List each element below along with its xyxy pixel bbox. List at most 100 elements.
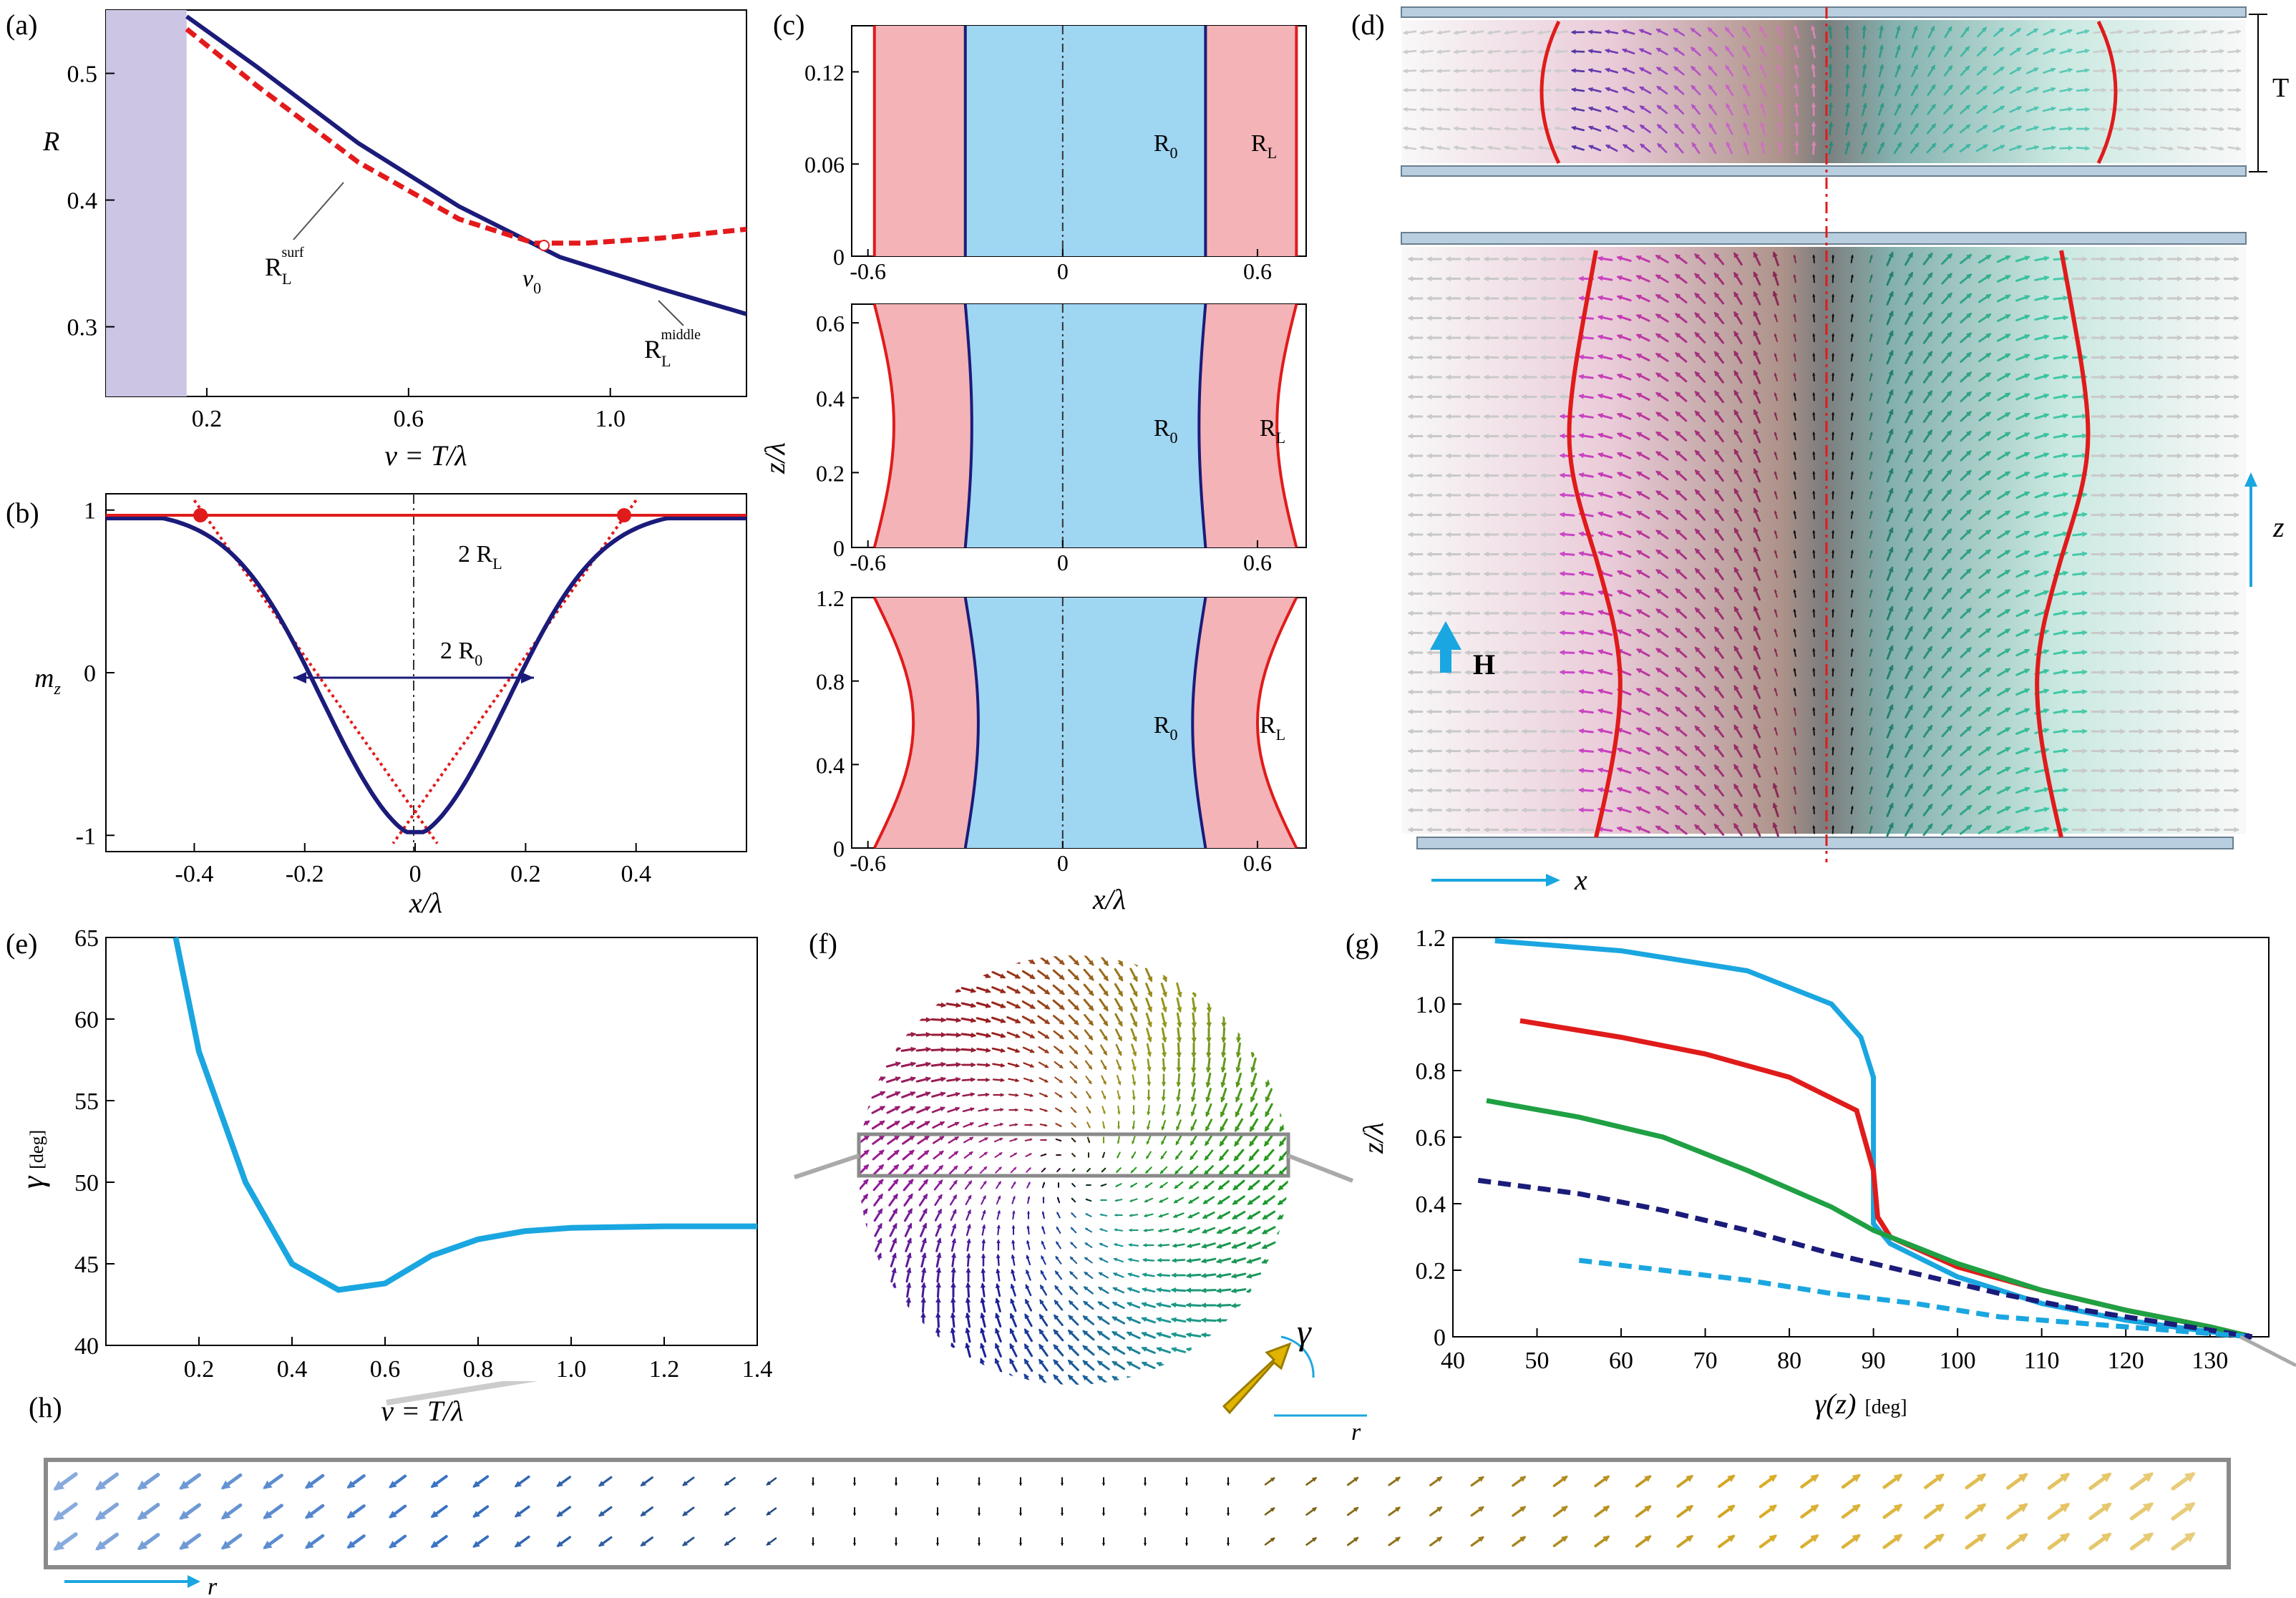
field-arrow-head — [1559, 590, 1565, 596]
field-arrow-head — [1426, 492, 1432, 498]
field-arrow-head — [1845, 102, 1850, 108]
field-arrow-head — [1966, 824, 1972, 830]
field-arrow-head — [1832, 805, 1835, 809]
field-arrow-head — [1559, 748, 1565, 754]
field-arrow-head — [1502, 807, 1508, 813]
field-arrow-head — [2158, 433, 2164, 439]
field-arrow-head — [1540, 532, 1546, 537]
disk-arrow — [859, 1223, 867, 1237]
field-arrow-head — [2082, 827, 2088, 833]
field-arrow-head — [2082, 354, 2088, 361]
field-arrow-head — [2101, 689, 2107, 695]
field-arrow-head — [1733, 625, 1739, 632]
field-arrow-head — [1832, 726, 1835, 730]
field-arrow-head — [2101, 748, 2107, 754]
disk-arrow-head — [1084, 1271, 1089, 1276]
field-arrow-head — [1828, 82, 1833, 88]
field-arrow-head — [1794, 25, 1799, 31]
disk-arrow-head — [981, 1224, 986, 1229]
disk-arrow-head — [1247, 1184, 1254, 1191]
field-arrow-head — [2101, 374, 2107, 380]
field-arrow-head — [2084, 29, 2090, 34]
field-arrow-head — [1636, 550, 1643, 555]
disk-arrow-head — [1029, 1003, 1036, 1009]
disk-arrow-head — [906, 1252, 912, 1259]
field-arrow-head — [2215, 610, 2221, 616]
field-arrow-head — [1616, 747, 1623, 753]
two-r0-arrowhead-left — [293, 672, 306, 683]
field-arrow-head — [1850, 471, 1854, 474]
field-arrow-head — [1913, 44, 1918, 51]
field-arrow-head — [1587, 68, 1593, 73]
field-arrow-head — [2177, 374, 2183, 380]
disk-arrow-head — [1233, 1155, 1240, 1161]
disk-arrow-head — [1155, 1302, 1162, 1307]
disk-arrow-head — [935, 1297, 941, 1302]
disk-arrow-head — [1205, 1096, 1211, 1103]
field-arrow-head — [1540, 315, 1546, 321]
field-arrow-head — [2120, 590, 2126, 597]
disk-arrow-head — [965, 1297, 971, 1303]
field-arrow-head — [1832, 333, 1835, 336]
field-arrow-head — [1694, 706, 1701, 712]
field-arrow-head — [1622, 144, 1628, 149]
field-arrow-head — [2051, 67, 2056, 72]
field-arrow-head — [1725, 45, 1730, 52]
field-arrow-head — [1402, 107, 1408, 112]
field-arrow-head — [1793, 471, 1796, 474]
panel-a-ylabel: R — [42, 127, 59, 157]
field-arrow-head — [1578, 276, 1584, 282]
field-arrow-head — [2202, 107, 2208, 112]
field-arrow-head — [2186, 49, 2192, 54]
disk-arrow-head — [980, 1297, 986, 1303]
field-arrow-head — [1635, 314, 1642, 320]
disk-arrow — [1129, 955, 1138, 967]
field-arrow-head — [1724, 26, 1730, 32]
field-arrow-head — [1597, 492, 1604, 497]
field-arrow-head — [2005, 786, 2011, 792]
field-arrow-head — [1832, 274, 1835, 278]
disk-arrow — [1277, 1226, 1288, 1234]
field-arrow-head — [2005, 294, 2011, 300]
field-arrow-head — [2236, 68, 2242, 74]
field-arrow-head — [1559, 276, 1565, 282]
field-arrow-head — [1812, 746, 1816, 750]
field-arrow-head — [2101, 453, 2107, 459]
field-arrow-head — [1713, 292, 1720, 298]
disk-arrow-head — [1088, 975, 1094, 981]
disk-arrow-head — [925, 1046, 932, 1053]
field-arrow-head — [1713, 272, 1720, 278]
field-arrow-head — [1520, 30, 1526, 35]
field-arrow-head — [1407, 492, 1413, 498]
field-arrow-head — [1638, 48, 1645, 53]
field-arrow-head — [1743, 102, 1748, 109]
disk-arrow-head — [1132, 1096, 1136, 1101]
field-arrow-head — [1445, 827, 1451, 833]
field-arrow-head — [1999, 47, 2005, 52]
disk-arrow-head — [1074, 1125, 1076, 1128]
field-arrow-head — [1540, 610, 1546, 616]
field-arrow-head — [1985, 372, 1992, 378]
field-arrow-head — [2139, 630, 2145, 636]
disk-arrow-head — [981, 1239, 986, 1244]
field-arrow-head — [2177, 394, 2183, 400]
field-arrow-head — [2005, 668, 2011, 673]
field-arrow-head — [2202, 146, 2208, 151]
field-arrow-head — [1828, 102, 1834, 107]
disk-arrow-head — [922, 1208, 928, 1214]
y-tick-label: 0.12 — [804, 59, 845, 85]
field-arrow-head — [1559, 827, 1565, 833]
field-arrow-head — [1540, 807, 1546, 813]
field-arrow-head — [1597, 728, 1603, 734]
disk-arrow-head — [1250, 1052, 1256, 1058]
field-arrow-head — [2024, 747, 2030, 753]
field-arrow-head — [1469, 68, 1475, 74]
disk-arrow-head — [982, 1195, 986, 1199]
panel-b-xlabel: x/λ — [409, 887, 442, 919]
field-arrow-head — [2063, 610, 2069, 615]
field-arrow-head — [1675, 726, 1681, 732]
disk-arrow-head — [983, 1151, 988, 1156]
field-arrow-head — [1407, 827, 1413, 833]
field-arrow-head — [1965, 627, 1972, 633]
field-arrow-head — [1483, 256, 1489, 262]
